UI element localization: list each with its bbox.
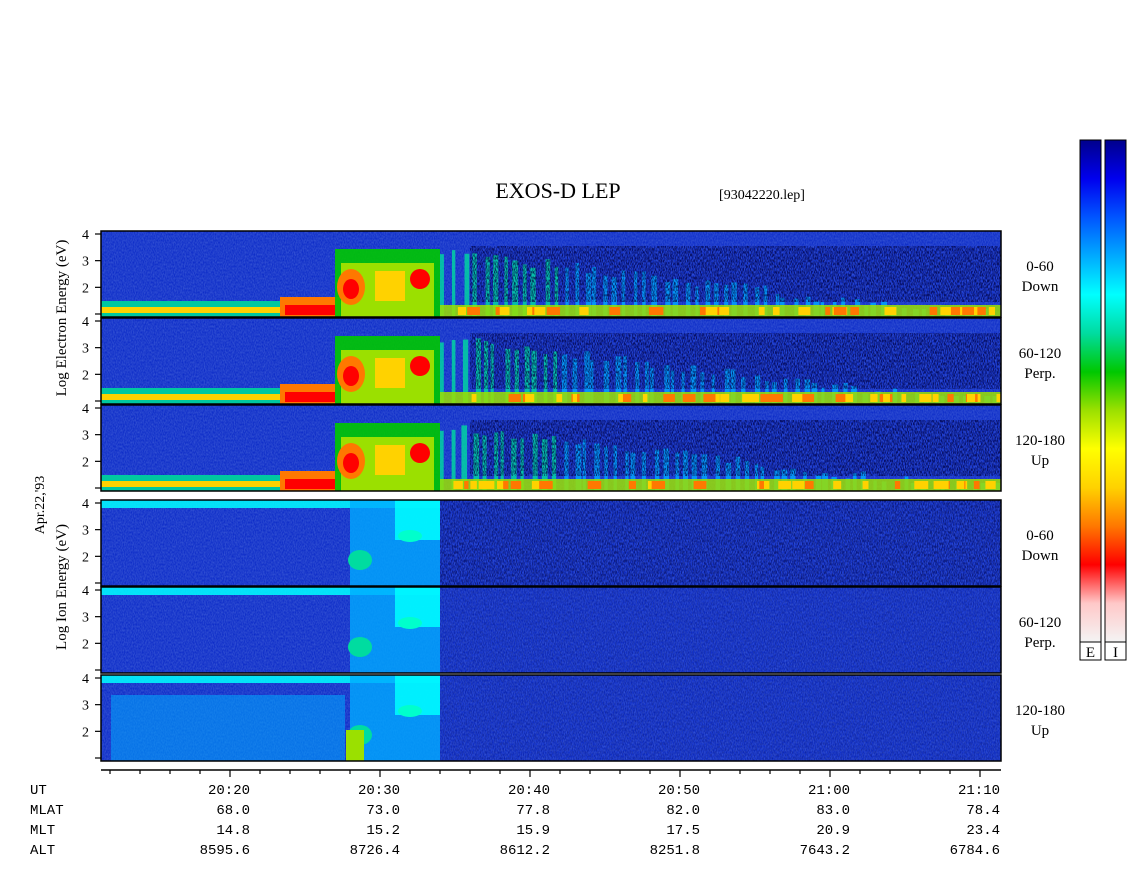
- y-tick-label: 4: [82, 315, 89, 330]
- y-tick-label: 4: [82, 497, 89, 512]
- panel-electron-perp: [100, 317, 1002, 405]
- ephemeris-value: 17.5: [666, 823, 700, 839]
- y-tick-label: 4: [82, 402, 89, 417]
- ephemeris-value: 21:00: [808, 783, 850, 799]
- ephemeris-label: UT: [30, 783, 47, 799]
- y-tick-label: 3: [82, 699, 89, 714]
- y-axes: 2 3 4 2 3 4 2 3 4 2 3 4 2 3 4 2 3 4: [82, 228, 101, 759]
- panel-electron-down: [100, 230, 1002, 318]
- y-tick-label: 3: [82, 342, 89, 357]
- date-label: Apr.22,'93: [33, 476, 48, 535]
- y-tick-label: 2: [82, 281, 89, 296]
- panel-ion-down: [100, 499, 1002, 587]
- y-tick-label: 2: [82, 637, 89, 652]
- ion-energy-axis-label: Log Ion Energy (eV): [54, 524, 70, 650]
- svg-text:Log Electron Energy (eV): Log Electron Energy (eV): [54, 240, 70, 397]
- y-tick-label: 2: [82, 550, 89, 565]
- y-tick-label: 3: [82, 524, 89, 539]
- ephemeris-value: 15.2: [366, 823, 400, 839]
- pitch-direction: Down: [1022, 279, 1059, 295]
- ephemeris-value: 7643.2: [800, 843, 850, 859]
- y-tick-label: 4: [82, 228, 89, 243]
- ephemeris-label: MLAT: [30, 803, 64, 819]
- pitch-direction: Perp.: [1024, 635, 1055, 651]
- ephemeris-value: 15.9: [516, 823, 550, 839]
- electron-energy-axis-label: Log Electron Energy (eV): [54, 240, 70, 397]
- y-tick-label: 4: [82, 672, 89, 687]
- pitch-direction: Up: [1031, 453, 1049, 469]
- chart-title: EXOS-D LEP: [495, 178, 620, 203]
- y-tick-label: 2: [82, 368, 89, 383]
- ephemeris-value: 73.0: [366, 803, 400, 819]
- y-tick-label: 3: [82, 611, 89, 626]
- y-tick-label: 2: [82, 725, 89, 740]
- ephemeris-value: 8726.4: [350, 843, 400, 859]
- colorbar-E: E: [1079, 139, 1102, 661]
- ephemeris-value: 68.0: [216, 803, 250, 819]
- pitch-direction: Up: [1031, 723, 1049, 739]
- y-tick-label: 3: [82, 255, 89, 270]
- ephemeris-value: 83.0: [816, 803, 850, 819]
- panel-ion-perp: [100, 586, 1002, 674]
- pitch-direction: Down: [1022, 548, 1059, 564]
- pitch-angle-range: 120-180: [1015, 433, 1065, 449]
- file-label: [93042220.lep]: [719, 188, 805, 203]
- y-tick-label: 4: [82, 584, 89, 599]
- spectrogram-panels: [100, 230, 1002, 762]
- ephemeris-value: 6784.6: [950, 843, 1000, 859]
- ephemeris-value: 20:30: [358, 783, 400, 799]
- ephemeris-value: 78.4: [966, 803, 1000, 819]
- y-tick-label: 2: [82, 455, 89, 470]
- pitch-angle-range: 60-120: [1019, 615, 1062, 631]
- ephemeris-value: 8251.8: [650, 843, 700, 859]
- panel-electron-up: [100, 404, 1002, 492]
- ephemeris-label: MLT: [30, 823, 55, 839]
- ephemeris-value: 8612.2: [500, 843, 550, 859]
- pitch-angle-labels: 0-60 Down 60-120 Perp. 120-180 Up 0-60 Down 60-1…: [1015, 259, 1065, 739]
- ephemeris-value: 20.9: [816, 823, 850, 839]
- ephemeris-value: 8595.6: [200, 843, 250, 859]
- ephemeris-value: 82.0: [666, 803, 700, 819]
- ephemeris-value: 20:20: [208, 783, 250, 799]
- pitch-angle-range: 60-120: [1019, 346, 1062, 362]
- ephemeris-table: UT 20:20 20:30 20:40 20:50 21:00 21:10 MLAT 68.0…: [30, 783, 1000, 859]
- ephemeris-value: 20:40: [508, 783, 550, 799]
- panel-ion-up: [100, 674, 1002, 762]
- svg-text:Log Ion Energy (eV): Log Ion Energy (eV): [54, 524, 70, 650]
- ephemeris-label: ALT: [30, 843, 55, 859]
- ephemeris-value: 77.8: [516, 803, 550, 819]
- colorbar-I: I: [1104, 139, 1127, 661]
- pitch-angle-range: 120-180: [1015, 703, 1065, 719]
- pitch-angle-range: 0-60: [1026, 528, 1054, 544]
- time-axis: [101, 769, 1001, 777]
- colorbar-label: E: [1086, 645, 1095, 661]
- pitch-direction: Perp.: [1024, 366, 1055, 382]
- colorbar-label: I: [1113, 645, 1118, 661]
- ephemeris-value: 21:10: [958, 783, 1000, 799]
- ephemeris-value: 20:50: [658, 783, 700, 799]
- ephemeris-value: 14.8: [216, 823, 250, 839]
- pitch-angle-range: 0-60: [1026, 259, 1054, 275]
- ephemeris-value: 23.4: [966, 823, 1000, 839]
- y-tick-label: 3: [82, 429, 89, 444]
